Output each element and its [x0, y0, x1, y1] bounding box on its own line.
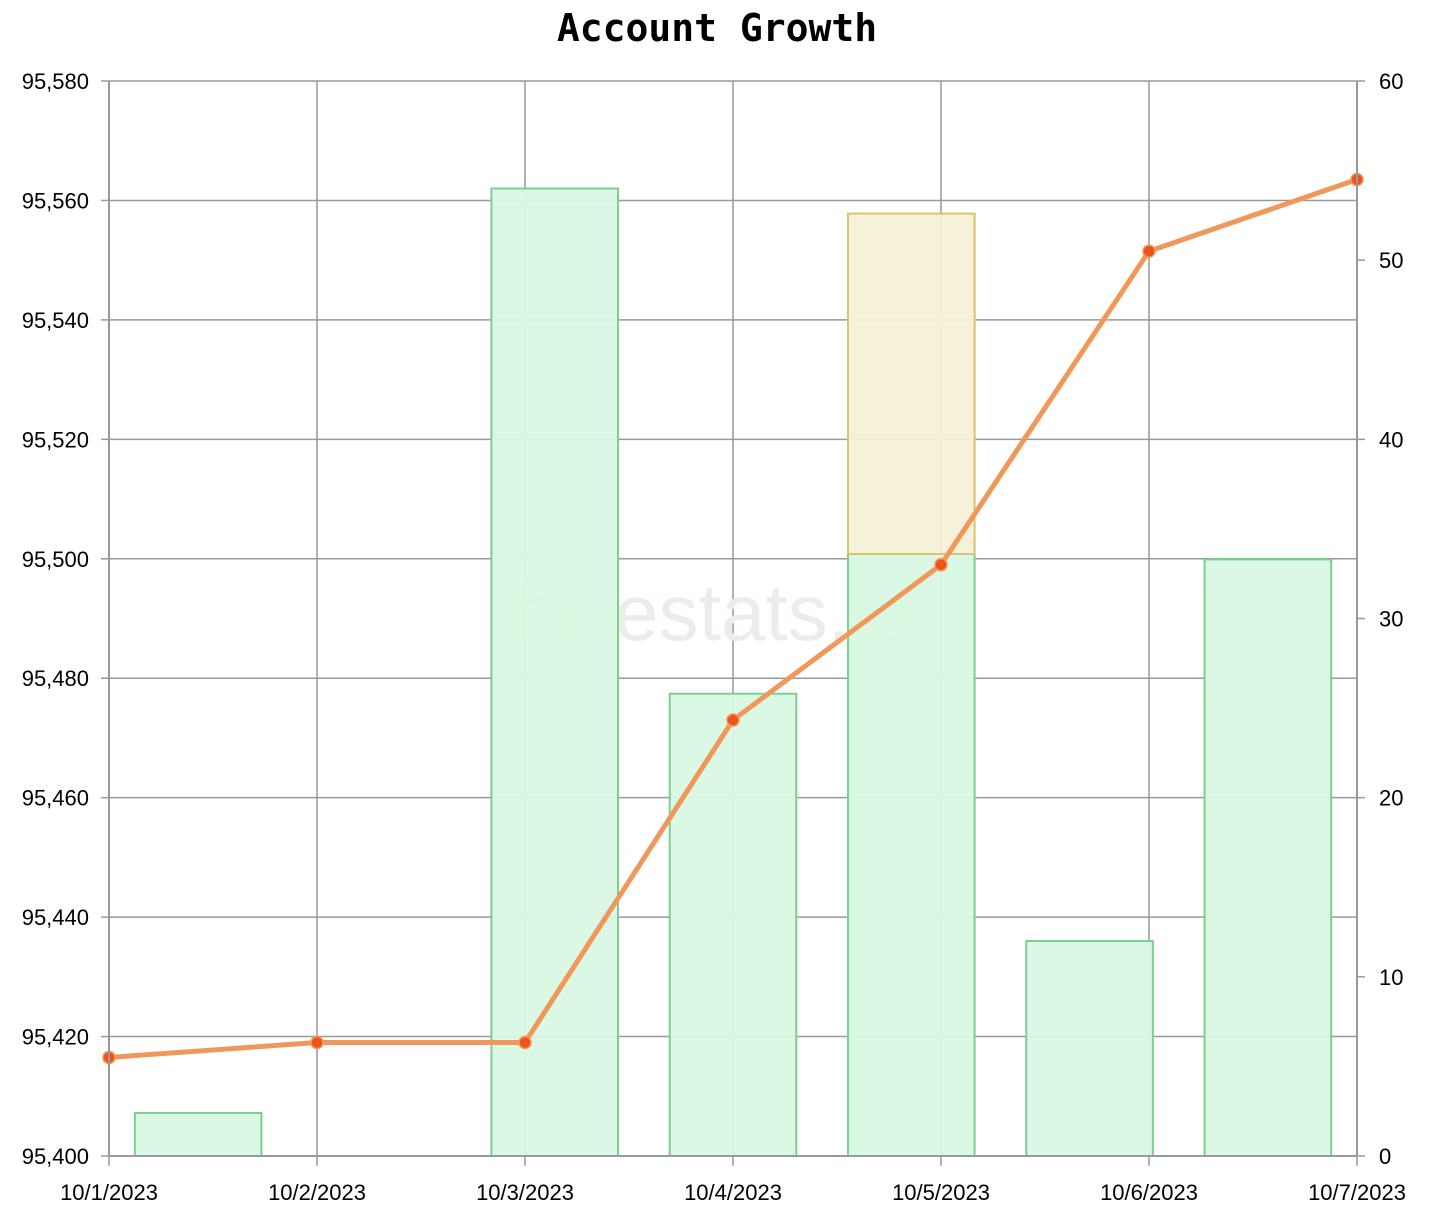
left-tick-label: 95,480 — [22, 666, 89, 691]
right-tick-label: 0 — [1379, 1144, 1391, 1169]
left-tick-label: 95,580 — [22, 69, 89, 94]
left-tick-label: 95,540 — [22, 308, 89, 333]
x-tick-label: 10/3/2023 — [476, 1180, 574, 1205]
bar-green — [133, 1112, 263, 1157]
bar-green — [1203, 558, 1333, 1157]
line-point — [310, 1035, 324, 1050]
x-tick-label: 10/5/2023 — [892, 1180, 990, 1205]
right-tick-label: 20 — [1379, 786, 1403, 811]
left-tick-label: 95,520 — [22, 427, 89, 452]
left-tick-label: 95,400 — [22, 1144, 89, 1169]
bar-layer — [133, 187, 1333, 1157]
line-point — [1142, 244, 1156, 258]
left-tick-label: 95,460 — [22, 786, 89, 811]
x-tick-label: 10/7/2023 — [1308, 1180, 1406, 1205]
bar-green — [1025, 940, 1154, 1157]
left-tick-label: 95,440 — [22, 905, 89, 930]
chart-title: Account Growth — [556, 6, 878, 50]
right-tick-label: 30 — [1379, 607, 1403, 632]
x-tick-label: 10/1/2023 — [60, 1180, 158, 1205]
bar-green — [846, 553, 976, 1157]
right-tick-label: 60 — [1379, 69, 1403, 94]
bar-green — [668, 692, 798, 1157]
right-tick-label: 50 — [1379, 248, 1403, 273]
x-tick-label: 10/4/2023 — [684, 1180, 782, 1205]
axis-layer: 95,400 95,420 95,440 95,460 95,480 95,500 95,5… — [22, 69, 1406, 1205]
left-tick-label: 95,420 — [22, 1025, 89, 1050]
right-tick-label: 10 — [1379, 965, 1403, 990]
left-tick-label: 95,500 — [22, 547, 89, 572]
line-point — [934, 558, 948, 572]
x-tick-label: 10/6/2023 — [1100, 1180, 1198, 1205]
x-tick-label: 10/2/2023 — [268, 1180, 366, 1205]
right-tick-label: 40 — [1379, 427, 1403, 452]
bar-tan — [846, 212, 976, 555]
line-point — [518, 1035, 532, 1050]
bar-green — [490, 187, 620, 1157]
left-tick-label: 95,560 — [22, 188, 89, 213]
line-point — [726, 713, 740, 727]
